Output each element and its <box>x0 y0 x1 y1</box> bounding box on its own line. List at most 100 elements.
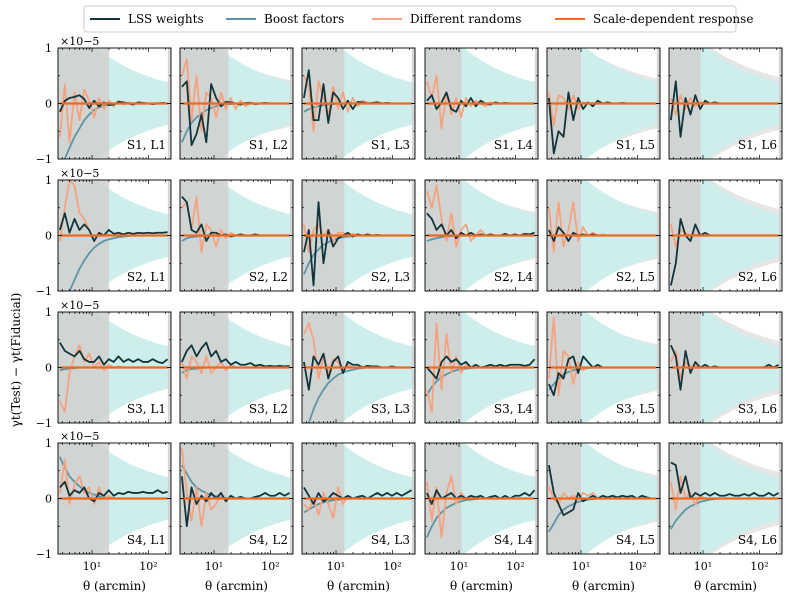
panel: S4, L5 10¹ 10² θ (arcmin) <box>546 442 661 593</box>
panel-label: S2, L1 <box>127 270 166 284</box>
x-tick-label: 10² <box>261 560 279 573</box>
series-lss-weights <box>181 341 290 368</box>
panel-label: S3, L5 <box>616 402 655 416</box>
series-lss-weights <box>59 480 168 503</box>
x-tick-label: 10¹ <box>694 560 712 573</box>
panel-plot-area <box>425 312 538 423</box>
panel-label: S2, L2 <box>249 270 288 284</box>
panel: S4, L1 −1 0 1 ×10−5 10¹ 10² θ (arcmin) <box>36 430 172 593</box>
panel: S3, L5 <box>546 311 661 424</box>
x-tick-label: 10¹ <box>450 560 468 573</box>
panel: S3, L1 −1 0 1 ×10−5 <box>36 299 172 430</box>
legend-entry: Boost factors <box>264 12 344 26</box>
panel-label: S4, L2 <box>249 533 288 547</box>
y-tick-label: 1 <box>45 42 52 55</box>
panel: S1, L6 <box>668 47 783 160</box>
legend-entry: Different randoms <box>410 12 521 26</box>
x-tick-label: 10² <box>139 560 157 573</box>
x-axis-label: θ (arcmin) <box>450 579 513 593</box>
panel-plot-area <box>669 443 782 554</box>
series-lss-weights <box>426 489 536 505</box>
panel-label: S3, L4 <box>494 402 533 416</box>
panel-plot-area <box>547 48 660 159</box>
panel-label: S3, L2 <box>249 402 288 416</box>
panel-plot-area <box>302 180 415 291</box>
series-lss-weights <box>670 461 779 500</box>
panel: S3, L3 <box>301 311 416 424</box>
panel: S1, L3 <box>301 47 416 160</box>
panel-plot-area <box>669 180 782 291</box>
panel: S2, L3 <box>301 179 416 292</box>
x-tick-label: 10¹ <box>327 560 345 573</box>
panel: S3, L6 <box>668 311 783 424</box>
x-axis-label: θ (arcmin) <box>205 579 268 593</box>
y-tick-label: 0 <box>45 98 52 111</box>
y-tick-label: 1 <box>45 174 52 187</box>
panel-plot-area <box>302 443 415 554</box>
panel: S4, L3 10¹ 10² θ (arcmin) <box>301 442 416 593</box>
panel-plot-area <box>58 312 171 423</box>
panel-label: S1, L4 <box>494 138 533 152</box>
panel-plot-area <box>58 180 171 291</box>
x-tick-label: 10² <box>750 560 768 573</box>
panel: S2, L4 <box>424 179 539 292</box>
panel-label: S1, L1 <box>127 138 166 152</box>
y-tick-label: 1 <box>45 306 52 319</box>
panel-plot-area <box>547 312 660 423</box>
series-lss-weights <box>59 342 169 366</box>
y-tick-label: 1 <box>45 437 52 450</box>
x-axis-label: θ (arcmin) <box>83 579 146 593</box>
x-tick-label: 10¹ <box>572 560 590 573</box>
panel-plot-area <box>669 312 782 423</box>
panel-label: S4, L1 <box>127 533 166 547</box>
panel-label: S3, L6 <box>738 402 777 416</box>
panel: S1, L1 −1 0 1 ×10−5 <box>36 35 172 166</box>
panel-plot-area <box>180 443 293 554</box>
y-scale-factor: ×10−5 <box>60 299 99 312</box>
panel-label: S4, L4 <box>494 533 533 547</box>
legend-frame <box>83 5 737 33</box>
panel-plot-area <box>180 48 293 159</box>
panel: S2, L5 <box>546 179 661 292</box>
panel-label: S3, L3 <box>371 402 410 416</box>
legend: LSS weights Boost factors Different random… <box>83 5 753 33</box>
legend-entry: Scale-dependent response <box>593 12 753 26</box>
panel: S1, L5 <box>546 47 661 160</box>
panel-label: S3, L1 <box>127 402 166 416</box>
panel: S1, L4 <box>424 47 539 160</box>
panel-label: S1, L6 <box>738 138 777 152</box>
panel: S4, L4 10¹ 10² θ (arcmin) <box>424 442 539 593</box>
panel-label: S2, L4 <box>494 270 533 284</box>
panel: S4, L2 10¹ 10² θ (arcmin) <box>179 442 294 593</box>
panel-plot-area <box>180 312 293 423</box>
y-tick-label: −1 <box>36 417 52 430</box>
y-scale-factor: ×10−5 <box>60 167 99 180</box>
panel: S3, L4 <box>424 311 539 424</box>
y-tick-label: −1 <box>36 548 52 561</box>
y-tick-label: −1 <box>36 285 52 298</box>
panel-label: S1, L3 <box>371 138 410 152</box>
panel-plot-area <box>180 180 293 291</box>
panel: S4, L6 10¹ 10² θ (arcmin) <box>668 442 783 593</box>
y-axis-label: γt(Test) − γt(Fiducial) <box>9 293 23 428</box>
panel-label: S2, L3 <box>371 270 410 284</box>
x-tick-label: 10¹ <box>205 560 223 573</box>
y-tick-label: 0 <box>45 493 52 506</box>
panel-plot-area <box>547 180 660 291</box>
panel-label: S1, L2 <box>249 138 288 152</box>
x-axis-label: θ (arcmin) <box>694 579 757 593</box>
panel: S2, L1 −1 0 1 ×10−5 <box>36 167 172 298</box>
panel-plot-area <box>302 312 415 423</box>
panel: S3, L2 <box>179 311 294 424</box>
panel-plot-area <box>58 443 171 554</box>
y-tick-label: −1 <box>36 153 52 166</box>
x-tick-label: 10² <box>506 560 524 573</box>
panel-label: S1, L5 <box>616 138 655 152</box>
series-lss-weights <box>59 212 168 242</box>
panel-label: S2, L5 <box>616 270 655 284</box>
legend-entry: LSS weights <box>128 12 204 26</box>
x-tick-label: 10² <box>628 560 646 573</box>
x-axis-label: θ (arcmin) <box>572 579 635 593</box>
panel-plot-area <box>58 48 171 159</box>
